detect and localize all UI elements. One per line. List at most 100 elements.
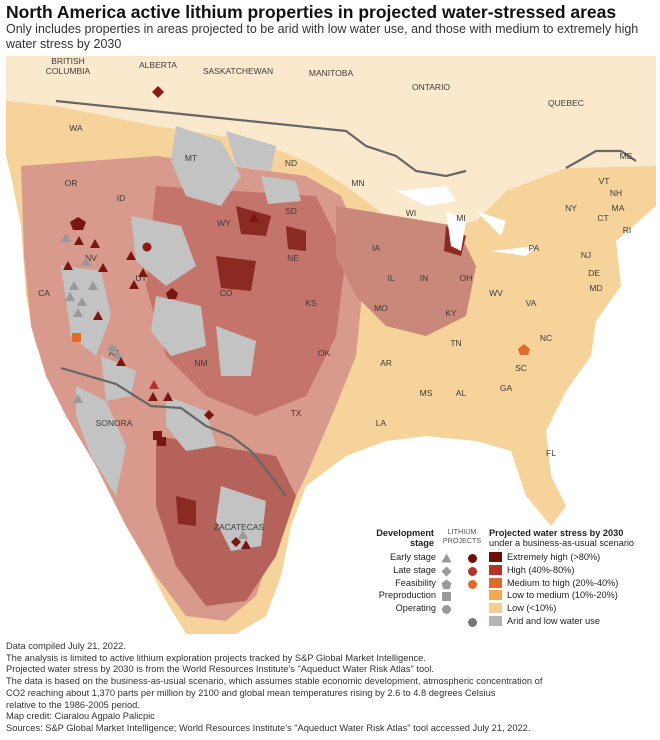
project-marker-preproduction — [157, 437, 166, 446]
project-marker-early-stage — [241, 540, 251, 549]
state-label: LA — [376, 418, 387, 428]
state-label: CO — [220, 288, 233, 298]
legend-color-swatch — [489, 577, 502, 588]
state-label: NJ — [581, 250, 591, 260]
project-marker-early-stage — [69, 281, 79, 290]
project-marker-feasibility — [518, 344, 530, 355]
state-label: MO — [374, 303, 388, 313]
state-label: VT — [599, 176, 610, 186]
project-marker-early-stage — [138, 268, 148, 277]
legend-square-icon — [441, 591, 452, 604]
legend-circle-icon — [467, 553, 478, 566]
state-label: TX — [291, 408, 302, 418]
legend-water-stress-label: High (40%-80%) — [507, 564, 575, 575]
project-marker-early-stage — [113, 350, 123, 359]
arid-regions — [61, 126, 301, 551]
legend-color-swatch — [489, 564, 502, 575]
state-label: WI — [406, 208, 416, 218]
state-label: PA — [529, 243, 540, 253]
state-label: SC — [515, 363, 527, 373]
project-marker-early-stage — [77, 297, 87, 306]
project-marker-late-stage — [204, 410, 214, 420]
state-label: OR — [65, 178, 78, 188]
province-label: SASKATCHEWAN — [203, 66, 273, 76]
province-label: ALBERTA — [139, 60, 177, 70]
state-label: CA — [38, 288, 50, 298]
legend-row: Feasibility Medium to high (20%-40%) — [362, 577, 654, 592]
lithium-project-markers — [61, 86, 530, 549]
great-lakes — [396, 186, 536, 256]
legend-water-stress-subtitle: under a business-as-usual scenario — [489, 538, 635, 548]
legend-color-swatch — [489, 616, 502, 626]
legend-row: Early stage Extremely high (>80%) — [362, 552, 654, 564]
state-label: DE — [588, 268, 600, 278]
page-subtitle: Only includes properties in areas projec… — [6, 22, 639, 51]
state-label: MT — [185, 153, 197, 163]
canada-region — [6, 56, 656, 231]
legend-stage-label: Preproduction — [378, 590, 436, 601]
footnote-line: Map credit: Ciaralou Agpalo Palicpic — [6, 711, 155, 722]
state-label: KY — [445, 308, 457, 318]
project-marker-early-stage — [61, 233, 71, 242]
legend-row: Operating Low (<10%) — [362, 603, 654, 615]
project-marker-early-stage — [88, 281, 98, 290]
state-label: UT — [135, 273, 146, 283]
state-label: ME — [620, 151, 633, 161]
legend-pentagon-icon — [441, 579, 452, 592]
project-marker-early-stage — [90, 239, 100, 248]
province-label: COLUMBIA — [46, 66, 91, 76]
footnote-line: Projected water stress by 2030 is from t… — [6, 664, 434, 675]
us-canada-border-east — [565, 149, 637, 169]
legend-water-stress-label: Low (<10%) — [507, 603, 557, 614]
legend-row: Preproduction Low to medium (10%-20%) — [362, 590, 654, 602]
state-label: OK — [318, 348, 331, 358]
legend-lithium-header: LITHIUM PROJECTS — [442, 527, 482, 545]
project-marker-early-stage — [249, 213, 259, 222]
footnote-line: Sources: S&P Global Market Intelligence;… — [6, 722, 531, 733]
footnote-line: The data is based on the business-as-usu… — [6, 676, 543, 687]
state-label: CT — [597, 213, 608, 223]
state-label: IL — [387, 273, 394, 283]
project-marker-early-stage — [129, 280, 139, 289]
us-mexico-border — [60, 366, 287, 497]
state-label: MD — [589, 283, 602, 293]
project-marker-feasibility — [166, 288, 178, 299]
project-marker-early-stage — [74, 236, 84, 245]
project-marker-preproduction — [72, 333, 81, 342]
midwest-high-stress — [336, 206, 476, 336]
legend-triangle-icon — [441, 553, 452, 565]
legend-circle-icon — [467, 566, 478, 579]
state-label: AZ — [109, 348, 120, 358]
legend-diamond-icon — [441, 566, 452, 579]
state-label: KS — [305, 298, 317, 308]
footnote-line: Data compiled July 21, 2022. — [6, 641, 126, 651]
project-marker-early-stage — [238, 530, 248, 539]
project-marker-early-stage — [81, 257, 91, 266]
legend-color-swatch — [489, 603, 502, 614]
state-label: NC — [540, 333, 552, 343]
state-label: NE — [287, 253, 299, 263]
state-label: MI — [456, 213, 465, 223]
page-title: North America active lithium properties … — [6, 2, 617, 22]
legend-circle-icon — [467, 579, 478, 592]
mexico-state-label: ZACATECAS — [214, 522, 265, 532]
state-label: NH — [610, 188, 622, 198]
state-label: FL — [546, 448, 556, 458]
legend-dev-stage-header: Development stage — [376, 528, 434, 548]
project-marker-operating — [142, 242, 152, 252]
state-label: WA — [69, 123, 83, 133]
state-label: ID — [117, 193, 126, 203]
province-label: BRITISH — [51, 56, 85, 66]
project-marker-early-stage — [63, 261, 73, 270]
province-label: ONTARIO — [412, 82, 450, 92]
legend-water-stress-label: Arid and low water use — [507, 616, 600, 626]
legend-color-swatch — [489, 590, 502, 601]
state-label: NY — [565, 203, 577, 213]
project-marker-early-stage — [93, 311, 103, 320]
footnote-line: relative to the 1986-2005 period. — [6, 699, 140, 710]
project-marker-early-stage — [149, 380, 159, 389]
footnote-line: The analysis is limited to active lithiu… — [6, 652, 426, 663]
mexico-state-label: SONORA — [96, 418, 133, 428]
state-label: NV — [85, 253, 97, 263]
